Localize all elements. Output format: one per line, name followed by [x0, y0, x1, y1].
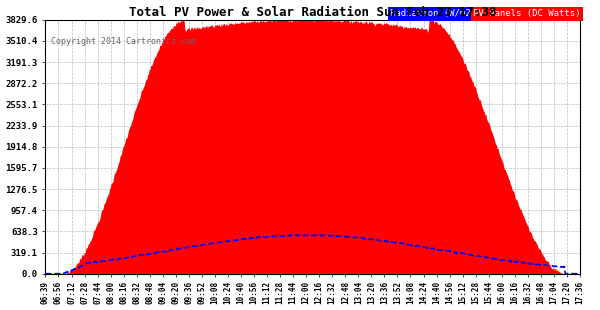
Text: PV Panels (DC Watts): PV Panels (DC Watts)	[473, 9, 581, 19]
Text: Copyright 2014 Cartronics.com: Copyright 2014 Cartronics.com	[51, 38, 196, 46]
Title: Total PV Power & Solar Radiation Sun Feb 23 17:38: Total PV Power & Solar Radiation Sun Feb…	[129, 6, 496, 19]
Text: Radiation (W/m2): Radiation (W/m2)	[390, 9, 476, 19]
